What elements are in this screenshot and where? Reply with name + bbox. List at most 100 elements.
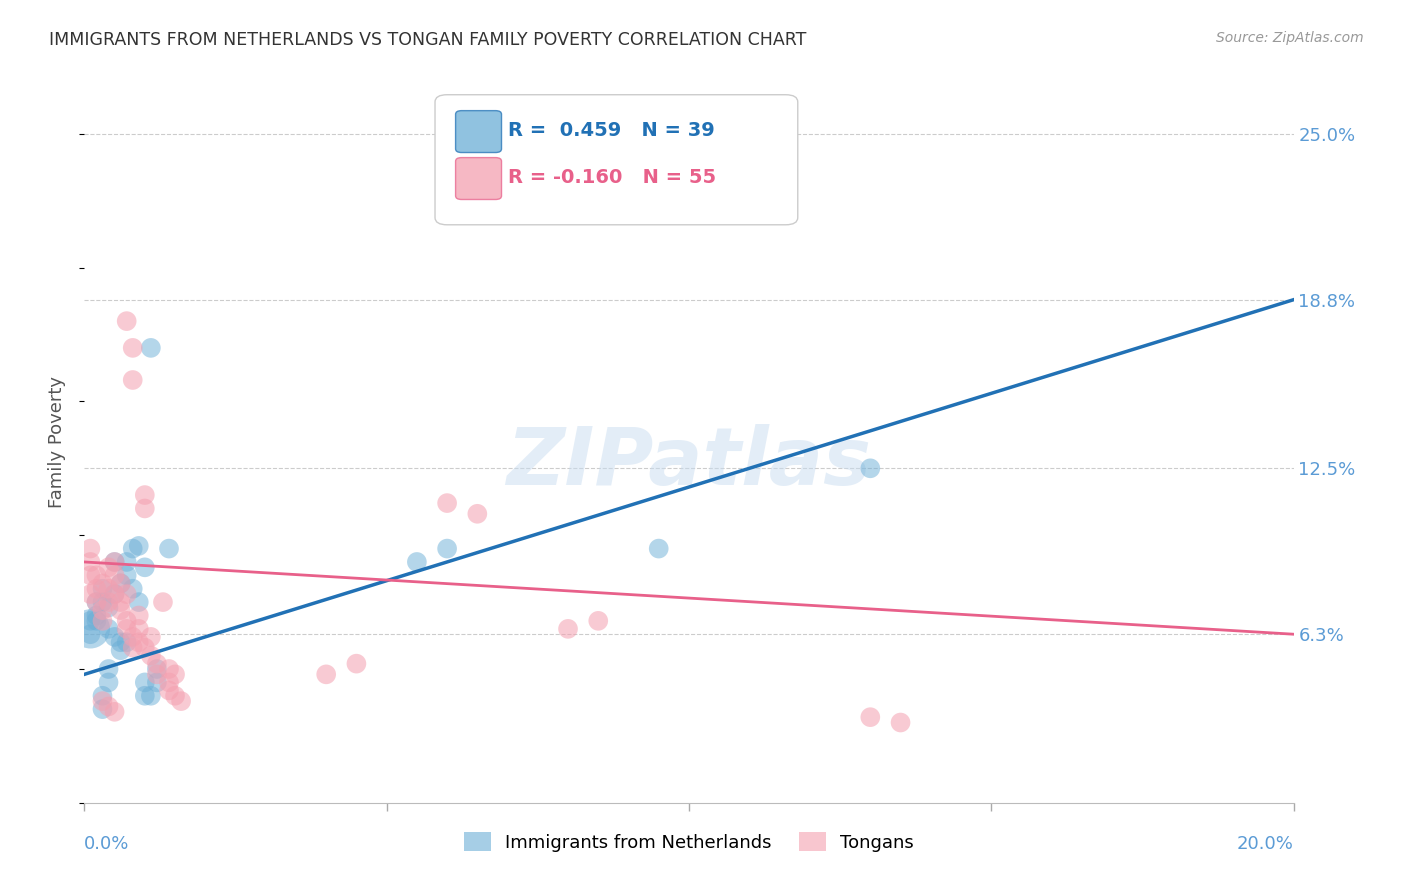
Point <box>121 541 143 556</box>
Point <box>128 595 150 609</box>
Point <box>110 576 132 591</box>
Legend: Immigrants from Netherlands, Tongans: Immigrants from Netherlands, Tongans <box>457 825 921 859</box>
Point <box>79 541 101 556</box>
Text: 20.0%: 20.0% <box>1237 835 1294 853</box>
Point <box>157 662 180 676</box>
Point <box>115 555 138 569</box>
Point <box>467 507 489 521</box>
Point <box>165 689 187 703</box>
Point <box>406 555 429 569</box>
Point <box>436 541 458 556</box>
Point <box>97 595 120 609</box>
Point <box>91 603 114 617</box>
Point <box>121 630 143 644</box>
Point <box>115 314 138 328</box>
Point <box>91 689 114 703</box>
Point <box>110 595 132 609</box>
Point <box>859 461 882 475</box>
Point <box>139 341 162 355</box>
Point <box>128 635 150 649</box>
Point <box>170 694 193 708</box>
Point <box>97 622 120 636</box>
Point <box>86 582 108 596</box>
Point <box>121 341 143 355</box>
Point <box>86 568 108 582</box>
Point <box>134 560 156 574</box>
Point <box>91 582 114 596</box>
Point <box>97 600 120 615</box>
Point <box>128 608 150 623</box>
FancyBboxPatch shape <box>456 158 502 200</box>
Point <box>97 560 120 574</box>
Point <box>134 689 156 703</box>
Point <box>859 710 882 724</box>
Text: ZIPatlas: ZIPatlas <box>506 425 872 502</box>
Point <box>104 630 127 644</box>
Point <box>165 667 187 681</box>
Point <box>104 555 127 569</box>
Point <box>110 635 132 649</box>
Point <box>97 582 120 596</box>
Point <box>139 689 162 703</box>
FancyBboxPatch shape <box>434 95 797 225</box>
Point <box>79 614 101 628</box>
Point <box>115 622 138 636</box>
Point <box>115 635 138 649</box>
Point <box>121 582 143 596</box>
Point <box>146 667 169 681</box>
Point <box>115 568 138 582</box>
Point <box>79 568 101 582</box>
Point <box>97 662 120 676</box>
Point <box>86 608 108 623</box>
Point <box>115 614 138 628</box>
Point <box>436 496 458 510</box>
Point <box>139 648 162 663</box>
Point <box>557 622 579 636</box>
Point <box>104 568 127 582</box>
Point <box>588 614 610 628</box>
Point <box>134 488 156 502</box>
Point <box>134 501 156 516</box>
Point <box>86 595 108 609</box>
Point <box>91 614 114 628</box>
Point <box>110 603 132 617</box>
Text: R = -0.160   N = 55: R = -0.160 N = 55 <box>508 169 716 187</box>
Point <box>157 541 180 556</box>
Text: IMMIGRANTS FROM NETHERLANDS VS TONGAN FAMILY POVERTY CORRELATION CHART: IMMIGRANTS FROM NETHERLANDS VS TONGAN FA… <box>49 31 807 49</box>
Point <box>79 622 101 636</box>
Point <box>157 675 180 690</box>
Point <box>134 640 156 655</box>
Point <box>91 694 114 708</box>
Point <box>346 657 368 671</box>
Point <box>648 541 671 556</box>
Point <box>104 705 127 719</box>
Point <box>128 622 150 636</box>
Y-axis label: Family Poverty: Family Poverty <box>48 376 66 508</box>
Point <box>97 675 120 690</box>
Point <box>91 576 114 591</box>
Point <box>104 555 127 569</box>
Point <box>121 640 143 655</box>
Point <box>121 373 143 387</box>
Point <box>146 675 169 690</box>
Point <box>91 595 114 609</box>
Point <box>890 715 912 730</box>
Point <box>152 595 174 609</box>
Point <box>91 702 114 716</box>
Text: R =  0.459   N = 39: R = 0.459 N = 39 <box>508 121 714 140</box>
Point <box>115 587 138 601</box>
FancyBboxPatch shape <box>456 111 502 153</box>
Point <box>104 587 127 601</box>
Point <box>139 630 162 644</box>
Text: Source: ZipAtlas.com: Source: ZipAtlas.com <box>1216 31 1364 45</box>
Point <box>146 657 169 671</box>
Point <box>79 627 101 641</box>
Point <box>79 555 101 569</box>
Point <box>79 587 101 601</box>
Point <box>146 662 169 676</box>
Text: 0.0%: 0.0% <box>84 835 129 853</box>
Point <box>86 595 108 609</box>
Point <box>134 675 156 690</box>
Point <box>128 539 150 553</box>
Point <box>86 614 108 628</box>
